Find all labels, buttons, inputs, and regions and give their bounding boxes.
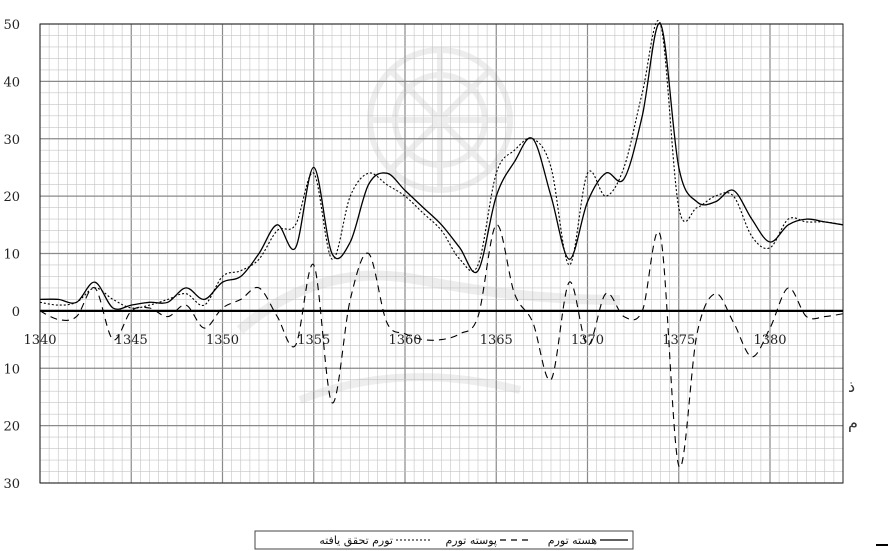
grid	[39, 23, 844, 484]
y-tick-label: 50	[3, 18, 20, 33]
y-tick-label: 30	[3, 477, 20, 492]
x-tick-label: 1360	[388, 333, 421, 348]
x-tick-label: 1355	[297, 333, 330, 348]
series-lines	[39, 20, 844, 468]
x-tick-label: 1370	[571, 333, 604, 348]
y-tick-label: 0	[12, 305, 20, 320]
legend: هسته تورم پوسته تورم تورم تحقق یافته	[254, 530, 634, 550]
legend-label-realized: تورم تحقق یافته	[319, 534, 393, 548]
x-tick-label: 1345	[115, 333, 148, 348]
legend-label-shell: پوسته تورم	[445, 534, 497, 547]
side-mark-2: م	[848, 413, 858, 432]
y-tick-label: 10	[3, 248, 20, 263]
y-tick-label: 20	[3, 190, 20, 205]
legend-box	[254, 530, 634, 550]
y-tick-label: 20	[3, 420, 20, 435]
series-line-dotted	[39, 20, 844, 309]
x-tick-label: 1375	[662, 333, 695, 348]
y-tick-label: 10	[3, 362, 20, 377]
x-tick-label: 1365	[480, 333, 513, 348]
legend-label-core: هسته تورم	[548, 534, 597, 547]
series-line-solid	[39, 22, 844, 310]
x-tick-label: 1350	[206, 333, 239, 348]
side-mark-1: ذ	[848, 377, 855, 396]
series-line-dashed	[39, 224, 844, 468]
tick-labels: 1340 1345 1350 1355 1360 1365 1370 1375 1380 30 20…	[3, 18, 786, 492]
x-tick-label: 1380	[753, 333, 786, 348]
axes	[39, 23, 844, 484]
plot-frame	[39, 23, 844, 484]
y-tick-label: 40	[3, 75, 20, 90]
x-tick-label: 1340	[23, 333, 56, 348]
y-tick-label: 30	[3, 133, 20, 148]
